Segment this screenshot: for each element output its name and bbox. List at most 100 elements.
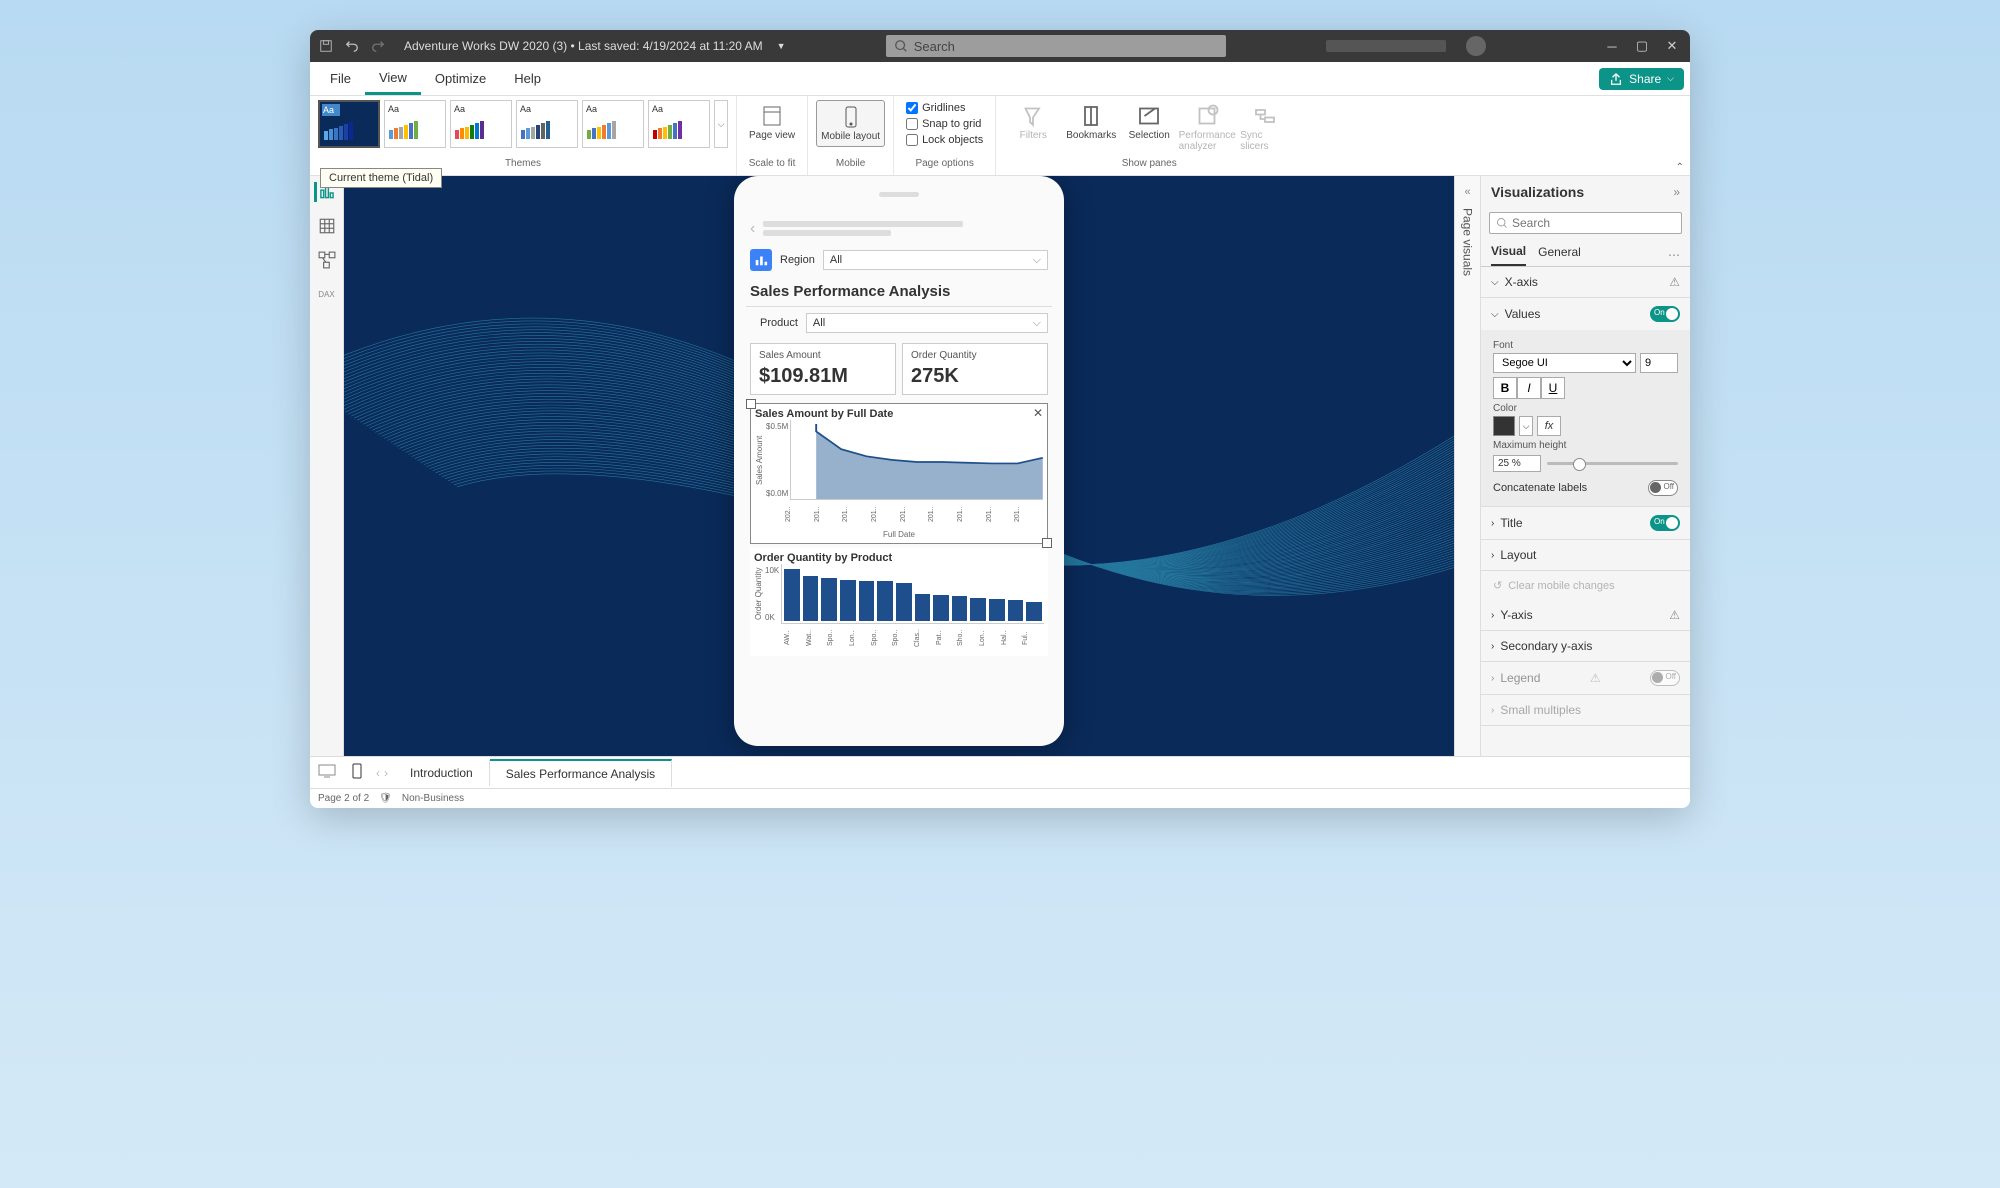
page-options-label: Page options — [902, 158, 987, 171]
maximize-button[interactable]: ▢ — [1636, 40, 1648, 52]
theme-tooltip: Current theme (Tidal) — [320, 168, 442, 188]
maxheight-slider[interactable] — [1547, 462, 1678, 465]
fx-button[interactable]: fx — [1537, 416, 1561, 436]
viz-panel-title: Visualizations — [1491, 184, 1584, 200]
theme-thumb-5[interactable]: Aa — [648, 100, 710, 148]
theme-thumb-4[interactable]: Aa — [582, 100, 644, 148]
undo-icon[interactable] — [344, 38, 360, 54]
snap-checkbox[interactable]: Snap to grid — [906, 118, 983, 130]
share-button[interactable]: Share ⌵ — [1599, 68, 1684, 90]
status-bar: Page 2 of 2 🛡 Non-Business — [310, 788, 1690, 808]
desktop-view-icon[interactable] — [310, 764, 344, 781]
theme-thumb-0[interactable]: Aa — [318, 100, 380, 148]
share-icon — [1609, 72, 1623, 86]
pane-bookmarks[interactable]: Bookmarks — [1066, 104, 1116, 152]
small-mult-section[interactable]: ›Small multiples — [1481, 695, 1690, 725]
report-canvas: ‹ Region All Sales Performance Analysis … — [344, 176, 1454, 756]
title-toggle[interactable] — [1650, 515, 1680, 531]
chart-mode-icon[interactable] — [750, 249, 772, 271]
order-qty-card[interactable]: Order Quantity 275K — [902, 343, 1048, 395]
sales-amount-card[interactable]: Sales Amount $109.81M — [750, 343, 896, 395]
values-section[interactable]: ⌵Values — [1481, 298, 1690, 330]
bold-button[interactable]: B — [1493, 377, 1517, 399]
user-name-redacted — [1326, 40, 1446, 52]
font-family-select[interactable]: Segoe UI — [1493, 353, 1636, 373]
search-placeholder: Search — [914, 39, 955, 54]
lock-checkbox[interactable]: Lock objects — [906, 134, 983, 146]
menu-optimize[interactable]: Optimize — [421, 62, 500, 95]
menu-view[interactable]: View — [365, 62, 421, 95]
phone-report-title: Sales Performance Analysis — [746, 277, 1052, 306]
page-tab-sales[interactable]: Sales Performance Analysis — [490, 759, 672, 787]
table-view-icon[interactable] — [317, 216, 337, 236]
gridlines-checkbox[interactable]: Gridlines — [906, 102, 983, 114]
expand-panel-icon[interactable]: » — [1673, 185, 1680, 199]
avatar[interactable] — [1466, 36, 1486, 56]
theme-thumb-1[interactable]: Aa — [384, 100, 446, 148]
theme-thumb-3[interactable]: Aa — [516, 100, 578, 148]
region-select[interactable]: All — [823, 250, 1048, 270]
pane-selection[interactable]: Selection — [1124, 104, 1174, 152]
dax-view-icon[interactable]: DAX — [317, 284, 337, 304]
redo-icon[interactable] — [370, 38, 386, 54]
close-button[interactable]: ✕ — [1666, 40, 1678, 52]
theme-thumb-2[interactable]: Aa — [450, 100, 512, 148]
product-select[interactable]: All — [806, 313, 1048, 333]
region-label: Region — [780, 254, 815, 266]
product-label: Product — [760, 317, 798, 329]
title-dropdown-icon[interactable]: ▼ — [777, 41, 786, 51]
prev-page-icon[interactable]: ‹ — [376, 766, 380, 780]
area-chart[interactable]: ✕ Sales Amount by Full Date Sales Amount… — [750, 403, 1048, 544]
values-toggle[interactable] — [1650, 306, 1680, 322]
mobile-preview: ‹ Region All Sales Performance Analysis … — [734, 176, 1064, 746]
font-size-input[interactable] — [1640, 353, 1678, 373]
close-icon[interactable]: ✕ — [1033, 406, 1043, 420]
xaxis-section[interactable]: ⌵X-axis⚠ — [1481, 267, 1690, 297]
ribbon: AaAaAaAaAaAa⌵ Themes Page view Scale to … — [310, 96, 1690, 176]
underline-button[interactable]: U — [1541, 377, 1565, 399]
more-icon[interactable]: ⋯ — [1668, 248, 1680, 262]
page-tab-intro[interactable]: Introduction — [394, 760, 490, 786]
menu-help[interactable]: Help — [500, 62, 555, 95]
ribbon-collapse-icon[interactable]: ⌃ — [1676, 162, 1684, 173]
legend-section[interactable]: ›Legend⚠ — [1481, 662, 1690, 694]
mobile-view-icon[interactable] — [344, 763, 370, 782]
model-view-icon[interactable] — [317, 250, 337, 270]
maxheight-input[interactable]: 25 % — [1493, 455, 1541, 472]
tab-general[interactable]: General — [1538, 245, 1581, 265]
yaxis-section[interactable]: ›Y-axis⚠ — [1481, 600, 1690, 630]
themes-dropdown[interactable]: ⌵ — [714, 100, 728, 148]
classification-icon: 🛡 — [379, 793, 392, 804]
scale-group-label: Scale to fit — [745, 158, 799, 171]
color-dropdown[interactable]: ⌵ — [1519, 416, 1533, 436]
page-tabs-bar: ‹ › Introduction Sales Performance Analys… — [310, 756, 1690, 788]
title-section[interactable]: ›Title — [1481, 507, 1690, 539]
collapsed-panel[interactable]: « Page visuals — [1454, 176, 1480, 756]
menu-file[interactable]: File — [316, 62, 365, 95]
concat-toggle[interactable] — [1648, 480, 1678, 496]
pane-sync-slicers[interactable]: Sync slicers — [1240, 104, 1290, 152]
left-nav-rail: DAX — [310, 176, 344, 756]
sec-yaxis-section[interactable]: ›Secondary y-axis — [1481, 631, 1690, 661]
show-panes-label: Show panes — [1004, 158, 1294, 171]
viz-search[interactable] — [1489, 212, 1682, 234]
global-search[interactable]: Search — [886, 35, 1226, 57]
layout-section[interactable]: ›Layout — [1481, 540, 1690, 570]
next-page-icon[interactable]: › — [384, 766, 388, 780]
minimize-button[interactable]: ─ — [1606, 40, 1618, 52]
back-icon[interactable]: ‹ — [750, 220, 755, 238]
tab-visual[interactable]: Visual — [1491, 244, 1526, 266]
bar-chart[interactable]: Order Quantity by Product Order Quantity… — [750, 548, 1048, 656]
italic-button[interactable]: I — [1517, 377, 1541, 399]
pane-filters[interactable]: Filters — [1008, 104, 1058, 152]
clear-mobile-button[interactable]: ↺Clear mobile changes — [1481, 571, 1690, 600]
page-view-button[interactable]: Page view — [745, 100, 799, 145]
search-icon — [894, 39, 908, 53]
color-swatch[interactable] — [1493, 416, 1515, 436]
classification-label: Non-Business — [402, 793, 464, 804]
expand-icon[interactable]: « — [1464, 186, 1470, 198]
pane-performance-analyzer[interactable]: Performance analyzer — [1182, 104, 1232, 152]
mobile-layout-button[interactable]: Mobile layout — [816, 100, 885, 147]
menubar: File View Optimize Help Share ⌵ — [310, 62, 1690, 96]
save-icon[interactable] — [318, 38, 334, 54]
